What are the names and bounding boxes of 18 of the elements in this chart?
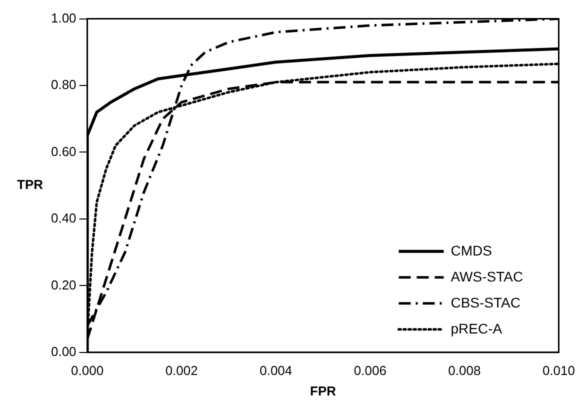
x-tick-label: 0.006 [354, 362, 386, 378]
y-tick-label: 0.20 [50, 277, 76, 292]
y-tick-label: 0.60 [50, 144, 76, 159]
y-tick-label: 0.80 [50, 77, 76, 92]
x-axis-title: FPR [310, 384, 337, 399]
y-axis-title: TPR [17, 177, 44, 192]
legend-label: AWS-STAC [450, 268, 524, 284]
x-tick-label: 0.010 [542, 362, 576, 378]
legend-label: CMDS [450, 242, 492, 258]
x-tick-label: 0.000 [71, 362, 104, 378]
y-tick-label: 0.40 [50, 210, 76, 226]
x-tick-label: 0.004 [260, 362, 292, 378]
x-tick-label: 0.008 [448, 362, 481, 378]
y-tick-label: 0.00 [50, 344, 76, 359]
y-tick-label: 1.00 [50, 10, 76, 26]
legend-label: CBS-STAC [450, 294, 520, 310]
legend-label: pREC-A [450, 320, 503, 336]
x-tick-label: 0.002 [165, 362, 198, 378]
